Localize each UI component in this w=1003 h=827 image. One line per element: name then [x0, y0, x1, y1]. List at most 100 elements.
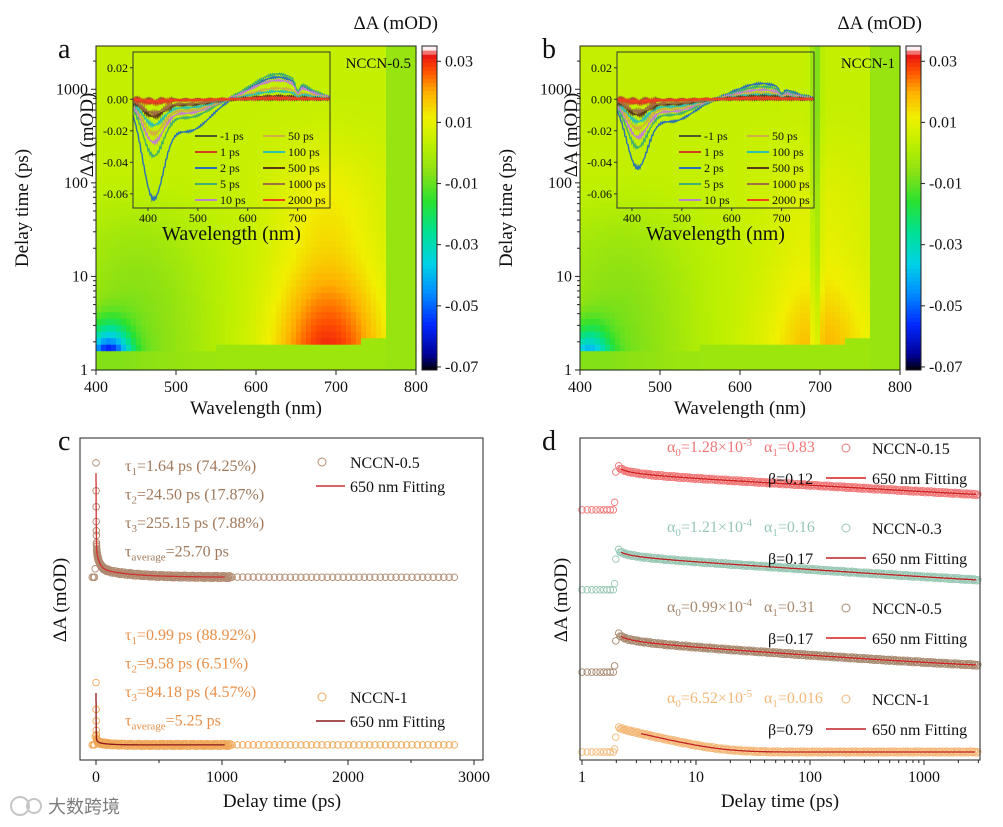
- heatmap-cell: [890, 221, 896, 229]
- heatmap-cell: [685, 214, 691, 222]
- heatmap-cell: [141, 130, 147, 138]
- heatmap-cell: [316, 363, 322, 371]
- heatmap-cell: [850, 233, 856, 241]
- heatmap-cell: [141, 363, 147, 371]
- heatmap-cell: [316, 143, 322, 151]
- heatmap-cell: [206, 285, 212, 293]
- heatmap-cell: [246, 195, 252, 203]
- heatmap-cell: [231, 214, 237, 222]
- heatmap-cell: [755, 298, 761, 306]
- heatmap-cell: [615, 344, 621, 352]
- heatmap-cell: [366, 240, 372, 248]
- heatmap-cell: [730, 227, 736, 235]
- colorbar-cell: [422, 248, 437, 254]
- heatmap-cell: [316, 52, 322, 60]
- colorbar-cell: [422, 135, 437, 140]
- heatmap-cell: [346, 123, 352, 131]
- heatmap-cell: [630, 279, 636, 287]
- heatmap-cell: [216, 363, 222, 371]
- heatmap-cell: [306, 143, 312, 151]
- heatmap-cell: [795, 285, 801, 293]
- heatmap-cell: [256, 253, 262, 261]
- heatmap-cell: [326, 324, 332, 332]
- heatmap-cell: [371, 272, 377, 280]
- heatmap-cell: [191, 311, 197, 319]
- heatmap-cell: [376, 46, 382, 54]
- heatmap-cell: [705, 337, 711, 345]
- heatmap-cell: [735, 292, 741, 300]
- heatmap-cell: [695, 331, 701, 339]
- heatmap-cell: [865, 350, 871, 358]
- heatmap-cell: [306, 221, 312, 229]
- heatmap-cell: [106, 331, 112, 339]
- heatmap-cell: [860, 305, 866, 313]
- heatmap-cell: [620, 305, 626, 313]
- heatmap-cell: [186, 259, 192, 267]
- inset-x-tick-label: 600: [239, 211, 257, 225]
- heatmap-cell: [645, 292, 651, 300]
- heatmap-cell: [186, 71, 192, 79]
- heatmap-cell: [795, 350, 801, 358]
- heatmap-cell: [201, 344, 207, 352]
- heatmap-cell: [740, 279, 746, 287]
- heatmap-cell: [840, 363, 846, 371]
- heatmap-cell: [186, 221, 192, 229]
- heatmap-cell: [326, 253, 332, 261]
- heatmap-cell: [341, 52, 347, 60]
- colorbar-cell: [422, 191, 437, 197]
- heatmap-cell: [241, 259, 247, 267]
- heatmap-cell: [585, 285, 591, 293]
- heatmap-cell: [236, 240, 242, 248]
- heatmap-cell: [301, 130, 307, 138]
- heatmap-cell: [710, 233, 716, 241]
- heatmap-cell: [211, 292, 217, 300]
- heatmap-cell: [381, 221, 387, 229]
- heatmap-cell: [670, 272, 676, 280]
- heatmap-cell: [326, 350, 332, 358]
- heatmap-cell: [790, 272, 796, 280]
- heatmap-cell: [605, 233, 611, 241]
- heatmap-cell: [166, 331, 172, 339]
- heatmap-cell: [346, 305, 352, 313]
- heatmap-cell: [381, 298, 387, 306]
- heatmap-cell: [580, 227, 586, 235]
- heatmap-cell: [396, 298, 402, 306]
- heatmap-cell: [191, 318, 197, 326]
- heatmap-cell: [391, 227, 397, 235]
- heatmap-cell: [356, 91, 362, 99]
- heatmap-cell: [181, 84, 187, 92]
- heatmap-cell: [845, 240, 851, 248]
- heatmap-cell: [136, 279, 142, 287]
- heatmap-cell: [745, 259, 751, 267]
- heatmap-cell: [630, 240, 636, 248]
- heatmap-cell: [156, 272, 162, 280]
- heatmap-cell: [820, 298, 826, 306]
- heatmap-cell: [406, 65, 412, 73]
- heatmap-cell: [371, 292, 377, 300]
- heatmap-cell: [695, 253, 701, 261]
- heatmap-cell: [725, 285, 731, 293]
- colorbar-cell: [422, 195, 437, 201]
- heatmap-cell: [96, 104, 102, 112]
- heatmap-cell: [391, 246, 397, 254]
- heatmap-cell: [226, 110, 232, 118]
- heatmap-cell: [286, 71, 292, 79]
- heatmap-cell: [161, 298, 167, 306]
- heatmap-cell: [291, 324, 297, 332]
- heatmap-cell: [620, 357, 626, 365]
- heatmap-cell: [845, 357, 851, 365]
- heatmap-cell: [311, 136, 317, 144]
- heatmap-cell: [236, 162, 242, 170]
- heatmap-cell: [211, 227, 217, 235]
- heatmap-cell: [640, 246, 646, 254]
- heatmap-cell: [111, 143, 117, 151]
- heatmap-cell: [401, 350, 407, 358]
- colorbar-cell: [422, 143, 437, 148]
- heatmap-cell: [186, 91, 192, 99]
- heatmap-cell: [206, 136, 212, 144]
- heatmap-cell: [356, 97, 362, 105]
- heatmap-cell: [790, 233, 796, 241]
- heatmap-cell: [366, 253, 372, 261]
- heatmap-cell: [585, 221, 591, 229]
- heatmap-cell: [266, 344, 272, 352]
